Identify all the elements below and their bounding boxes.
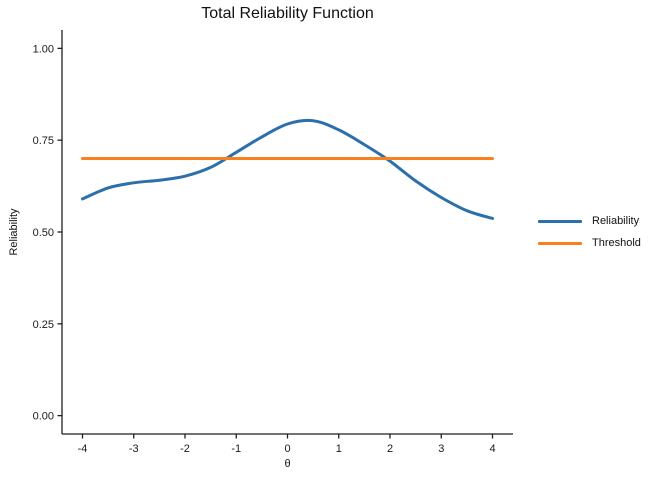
x-tick-label: 0 bbox=[284, 443, 290, 455]
x-tick-label: 3 bbox=[438, 443, 444, 455]
reliability-line bbox=[81, 118, 494, 220]
x-tick-label: -3 bbox=[129, 443, 139, 455]
threshold-line-swatch bbox=[538, 241, 582, 245]
y-tick-label: 0.25 bbox=[33, 319, 54, 331]
legend-label-threshold: Threshold bbox=[592, 237, 641, 249]
x-tick-label: -2 bbox=[180, 443, 190, 455]
y-tick-label: 0.50 bbox=[33, 227, 54, 239]
y-tick-label: 0.00 bbox=[33, 411, 54, 423]
legend: Reliability Threshold bbox=[538, 210, 641, 254]
chart-title: Total Reliability Function bbox=[201, 5, 374, 22]
x-tick-label: 1 bbox=[336, 443, 342, 455]
reliability-line-swatch bbox=[538, 219, 582, 223]
x-tick-label: -4 bbox=[78, 443, 88, 455]
legend-label-reliability: Reliability bbox=[592, 215, 640, 227]
x-tick-label: 2 bbox=[387, 443, 393, 455]
legend-item-threshold: Threshold bbox=[538, 232, 641, 254]
x-tick-label: 4 bbox=[489, 443, 495, 455]
legend-item-reliability: Reliability bbox=[538, 210, 641, 232]
x-axis-title: θ bbox=[284, 458, 291, 470]
y-tick-label: 1.00 bbox=[33, 43, 54, 55]
y-tick-label: 0.75 bbox=[33, 135, 54, 147]
x-tick-label: -1 bbox=[231, 443, 241, 455]
